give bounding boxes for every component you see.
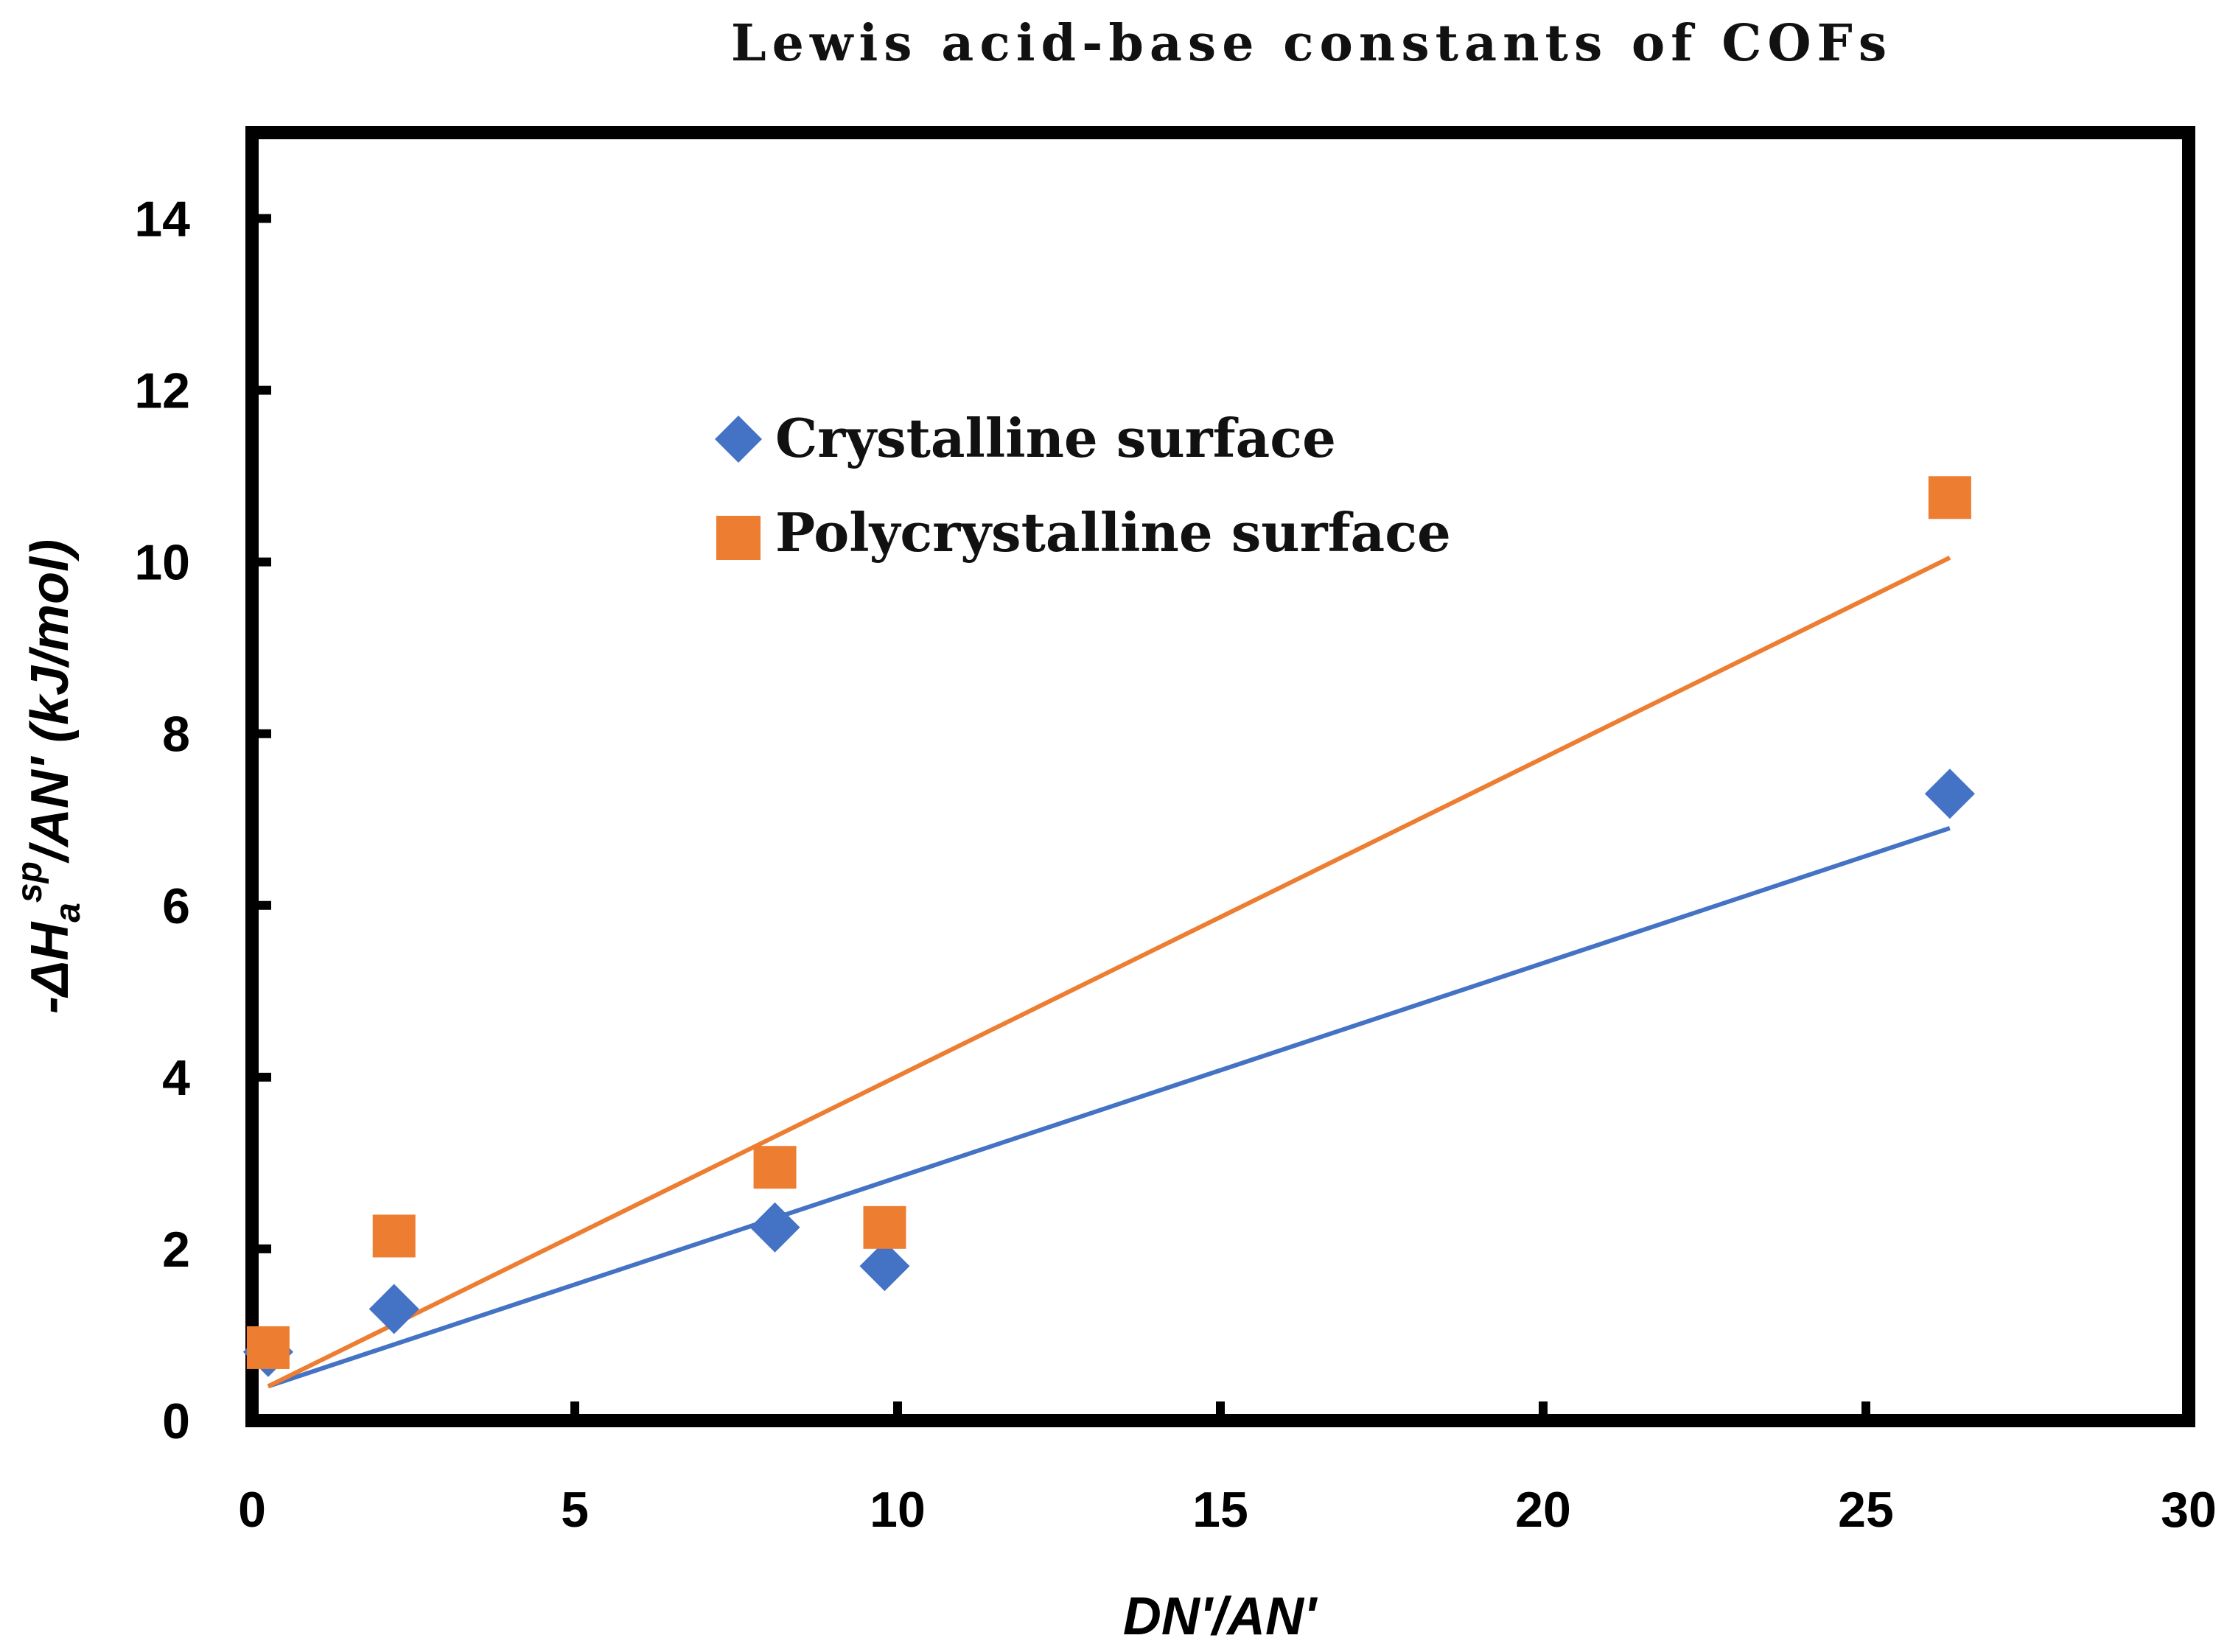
data-markers bbox=[242, 476, 1975, 1377]
point-crystalline-2 bbox=[749, 1202, 800, 1253]
y-axis-label: -ΔHasp/AN' (kJ/mol) bbox=[10, 539, 88, 1014]
y-tick-label-12: 12 bbox=[134, 363, 190, 419]
point-polycrystalline-2 bbox=[753, 1146, 797, 1189]
point-polycrystalline-3 bbox=[863, 1205, 906, 1249]
axis-ticks bbox=[248, 214, 2193, 1425]
point-polycrystalline-0 bbox=[246, 1326, 290, 1369]
legend: Crystalline surface Polycrystalline surf… bbox=[715, 407, 1451, 564]
x-tick-label-10: 10 bbox=[870, 1482, 926, 1538]
point-crystalline-1 bbox=[368, 1284, 419, 1334]
legend-label-crystalline: Crystalline surface bbox=[775, 407, 1336, 469]
point-crystalline-3 bbox=[859, 1241, 910, 1292]
point-polycrystalline-4 bbox=[1928, 476, 1971, 519]
point-polycrystalline-1 bbox=[372, 1214, 416, 1258]
point-crystalline-4 bbox=[1924, 769, 1975, 819]
x-tick-label-20: 20 bbox=[1515, 1482, 1571, 1538]
y-axis-label-sub: a bbox=[49, 903, 88, 923]
legend-marker-crystalline bbox=[715, 416, 762, 463]
x-axis-label: DN'/AN' bbox=[1123, 1587, 1318, 1646]
y-tick-label-6: 6 bbox=[162, 878, 190, 934]
x-tick-label-25: 25 bbox=[1838, 1482, 1894, 1538]
y-tick-label-2: 2 bbox=[162, 1222, 190, 1278]
x-tick-label-0: 0 bbox=[238, 1482, 266, 1538]
trendline-polycrystalline bbox=[267, 556, 1951, 1389]
y-tick-label-14: 14 bbox=[134, 192, 190, 248]
trendline-crystalline bbox=[267, 826, 1951, 1389]
x-tick-label-5: 5 bbox=[561, 1482, 589, 1538]
trendlines bbox=[267, 556, 1951, 1389]
y-tick-label-4: 4 bbox=[162, 1050, 190, 1106]
y-axis-label-post: /AN' (kJ/mol) bbox=[21, 539, 80, 864]
x-tick-label-15: 15 bbox=[1192, 1482, 1248, 1538]
x-tick-label-30: 30 bbox=[2161, 1482, 2217, 1538]
y-tick-label-8: 8 bbox=[162, 707, 190, 763]
plot-area-border bbox=[245, 126, 2195, 1427]
y-tick-label-10: 10 bbox=[134, 535, 190, 591]
y-axis-label-sup: sp bbox=[10, 861, 49, 903]
legend-label-polycrystalline: Polycrystalline surface bbox=[775, 501, 1451, 564]
y-axis-label-pre: -ΔH bbox=[21, 921, 80, 1014]
axis-tick-labels: 0 5 10 15 20 25 30 0 2 4 6 8 10 12 14 bbox=[134, 192, 2216, 1538]
y-tick-label-0: 0 bbox=[162, 1393, 190, 1449]
legend-marker-polycrystalline bbox=[716, 516, 761, 560]
chart-title: Lewis acid-base constants of COFs bbox=[731, 14, 1892, 73]
